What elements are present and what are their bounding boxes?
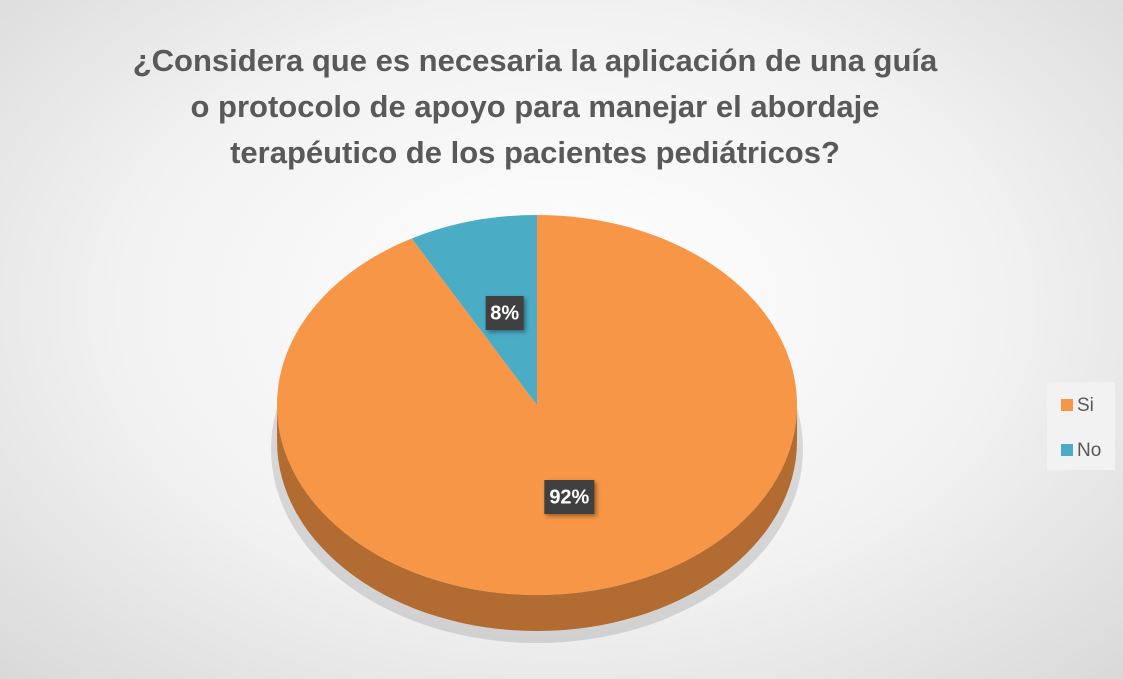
legend-swatch — [1061, 444, 1073, 456]
data-label: 92% — [549, 486, 589, 508]
legend-box — [1047, 382, 1115, 470]
legend-label: Si — [1077, 395, 1094, 416]
slice — [276, 215, 797, 595]
data-label-box — [485, 295, 524, 330]
data-label: 8% — [490, 302, 519, 324]
legend-swatch — [1061, 399, 1073, 411]
data-label-box — [544, 480, 595, 515]
chart-title: ¿Considera que es necesaria la aplicació… — [132, 43, 938, 170]
slice — [411, 215, 537, 405]
slice-side — [277, 405, 797, 631]
legend-label: No — [1077, 440, 1101, 461]
